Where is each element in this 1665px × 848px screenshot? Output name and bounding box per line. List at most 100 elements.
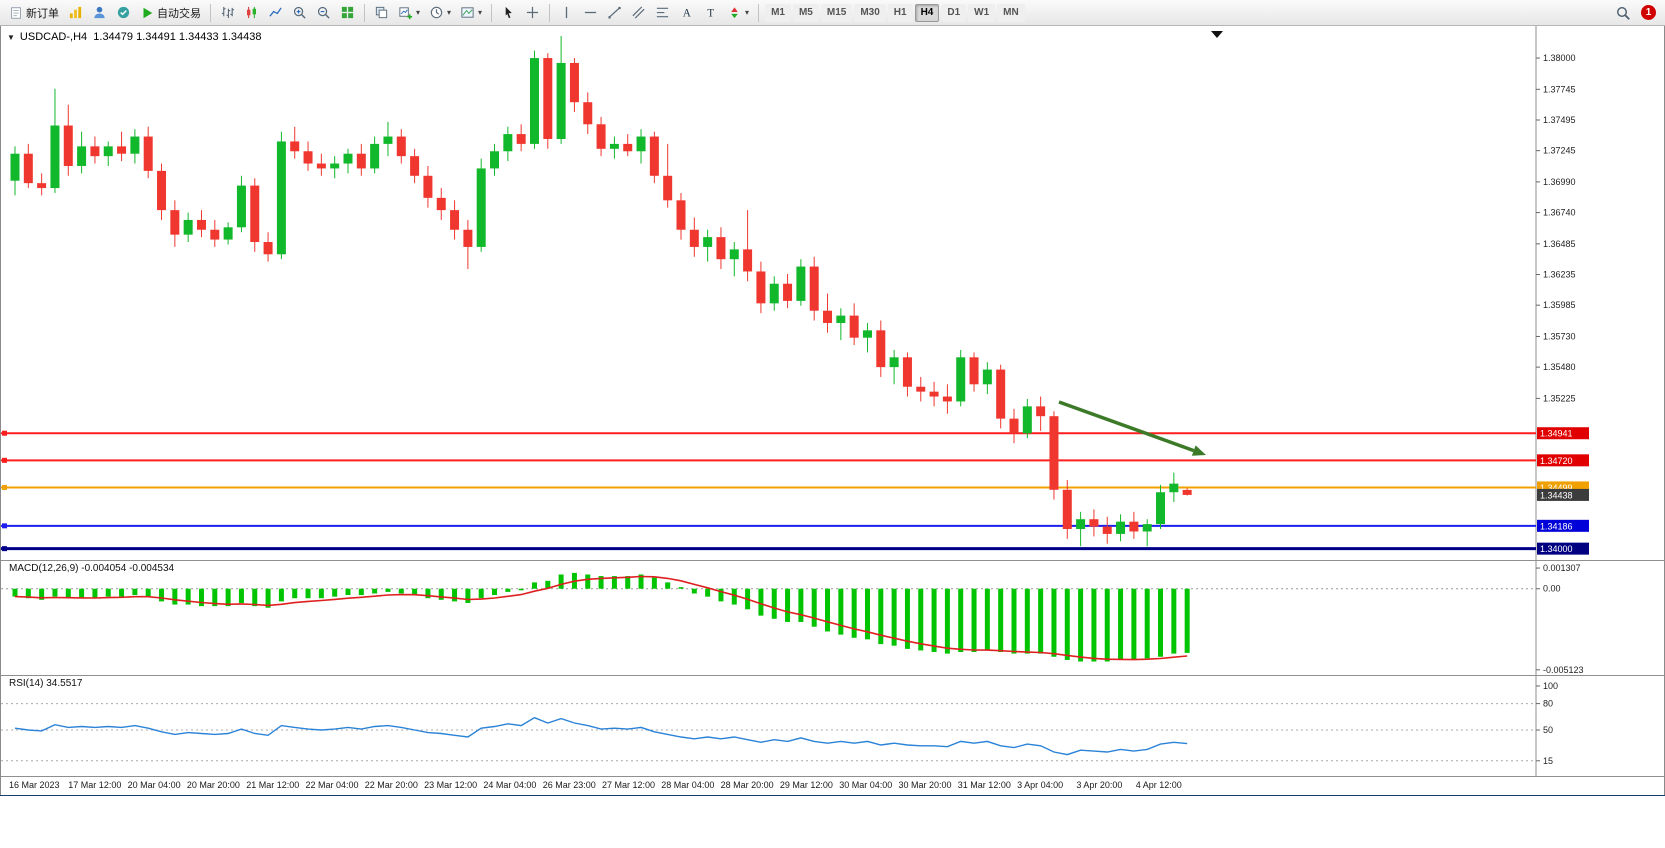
candle-body [516, 134, 526, 144]
new-chart-button[interactable]: ▾ [394, 2, 424, 24]
timeframe-button-mn[interactable]: MN [997, 3, 1025, 22]
macd-bar [1158, 588, 1164, 657]
terminal-button[interactable] [112, 2, 135, 24]
search-button[interactable] [1611, 2, 1635, 24]
auto-trading-label: 自动交易 [157, 7, 201, 20]
candle-body [170, 210, 180, 235]
cursor-button[interactable] [497, 2, 520, 24]
macd-bar [278, 588, 284, 602]
toolbar-separator [549, 3, 551, 22]
timeframe-button-m15[interactable]: M15 [820, 3, 853, 22]
rsi-label: RSI(14) 34.5517 [9, 678, 83, 689]
dropdown-caret-icon: ▾ [447, 7, 452, 17]
macd-bar [958, 588, 964, 653]
vertical-line-tool-button[interactable] [555, 2, 578, 24]
candle-body [10, 153, 20, 181]
time-axis-label: 28 Mar 20:00 [720, 780, 774, 790]
channel-tool-button[interactable] [627, 2, 650, 24]
label-tool-button[interactable]: T [699, 2, 722, 24]
rsi-axis-labels: 100 80 50 15 [1536, 681, 1558, 766]
hline-handle[interactable] [2, 484, 7, 490]
candle-body [996, 369, 1006, 419]
trend-arrow-head[interactable] [1191, 445, 1206, 456]
line-chart-type-button[interactable] [264, 2, 287, 24]
candle-body [916, 386, 926, 392]
macd-bar [625, 576, 631, 589]
macd-bar [838, 588, 844, 635]
notification-badge[interactable]: 1 [1641, 5, 1656, 20]
new-order-button[interactable]: 新订单 [5, 2, 63, 24]
price-marker-text: 1.34499 [1540, 483, 1573, 493]
trend-arrow-annotation[interactable] [1058, 400, 1206, 456]
bar-chart-type-button[interactable] [216, 2, 239, 24]
candle-body [63, 125, 73, 166]
text-tool-button[interactable]: A [675, 2, 698, 24]
macd-bar [79, 588, 85, 599]
candle-body [276, 141, 286, 255]
macd-pane: MACD(12,26,9) -0.004054 -0.004534 0.0013… [1, 561, 1664, 676]
candle-body [1156, 492, 1166, 525]
chart-shift-marker[interactable] [1211, 31, 1223, 38]
candle-body [343, 153, 353, 164]
macd-bar [1131, 588, 1137, 660]
templates-button[interactable]: ▾ [456, 2, 486, 24]
macd-bar [425, 588, 431, 599]
timeframe-button-w1[interactable]: W1 [968, 3, 996, 22]
cascade-windows-button[interactable] [370, 2, 393, 24]
rsi-axis-label: 100 [1543, 681, 1558, 691]
trend-arrow-shaft[interactable] [1058, 400, 1195, 453]
trendline-tool-button[interactable] [603, 2, 626, 24]
price-marker-text: 1.34941 [1540, 429, 1573, 439]
timeframe-button-d1[interactable]: D1 [941, 3, 967, 22]
new-order-icon [11, 6, 21, 19]
arrow-objects-button[interactable]: ▾ [723, 2, 753, 24]
hline-handle[interactable] [2, 457, 7, 463]
label-tool-icon: T [707, 8, 714, 20]
zoom-in-button[interactable] [288, 2, 311, 24]
macd-bar [1091, 588, 1097, 662]
zoom-out-button[interactable] [312, 2, 335, 24]
time-axis-label: 22 Mar 04:00 [305, 780, 359, 790]
candle-body [982, 369, 992, 385]
macd-bar [545, 580, 551, 589]
periods-button[interactable]: ▾ [425, 2, 455, 24]
candle-body [263, 242, 273, 255]
candle-body [703, 237, 713, 247]
template-icon [461, 7, 474, 18]
chart-title-expand-icon[interactable]: ▼ [7, 32, 15, 42]
macd-bar [65, 588, 71, 599]
fibonacci-tool-button[interactable] [651, 2, 674, 24]
macd-bar [598, 576, 604, 589]
price-marker-box [1537, 454, 1589, 467]
auto-trading-button[interactable]: 自动交易 [136, 2, 205, 24]
navigator-button[interactable] [88, 2, 111, 24]
candle-body [303, 151, 313, 164]
hline-handle[interactable] [2, 546, 7, 552]
macd-axis-labels: 0.001307 0.00 -0.005123 [1536, 563, 1584, 675]
crosshair-button[interactable] [521, 2, 544, 24]
candle-body [143, 136, 153, 171]
chart-title: ▼ USDCAD-,H4 1.34479 1.34491 1.34433 1.3… [7, 31, 261, 43]
candle-body [383, 136, 393, 144]
candle-body [1076, 519, 1086, 530]
candle-body [130, 136, 140, 154]
price-axis-label: 1.36990 [1543, 177, 1576, 187]
timeframe-button-m30[interactable]: M30 [854, 3, 886, 22]
hline-handle[interactable] [2, 430, 7, 436]
candle-body [836, 315, 846, 323]
timeframe-button-h4[interactable]: H4 [914, 3, 940, 22]
timeframe-button-h1[interactable]: H1 [887, 3, 913, 22]
hline-handle[interactable] [2, 523, 7, 529]
timeframe-button-m5[interactable]: M5 [792, 3, 819, 22]
candle-body [1022, 406, 1032, 434]
market-watch-button[interactable] [64, 2, 87, 24]
time-axis-label: 16 Mar 2023 [9, 780, 60, 790]
time-axis[interactable]: 16 Mar 2023 17 Mar 12:00 20 Mar 04:00 20 Ma… [1, 777, 1664, 794]
time-axis-label: 3 Apr 20:00 [1076, 780, 1123, 790]
timeframe-button-m1[interactable]: M1 [765, 3, 791, 22]
macd-bar [1038, 588, 1044, 654]
horizontal-line-tool-button[interactable] [579, 2, 602, 24]
price-chart: 1.38000 1.37745 1.37495 1.37245 1.36990 1.367… [1, 26, 1589, 560]
candlestick-chart-type-button[interactable] [240, 2, 263, 24]
tile-windows-button[interactable] [336, 2, 359, 24]
